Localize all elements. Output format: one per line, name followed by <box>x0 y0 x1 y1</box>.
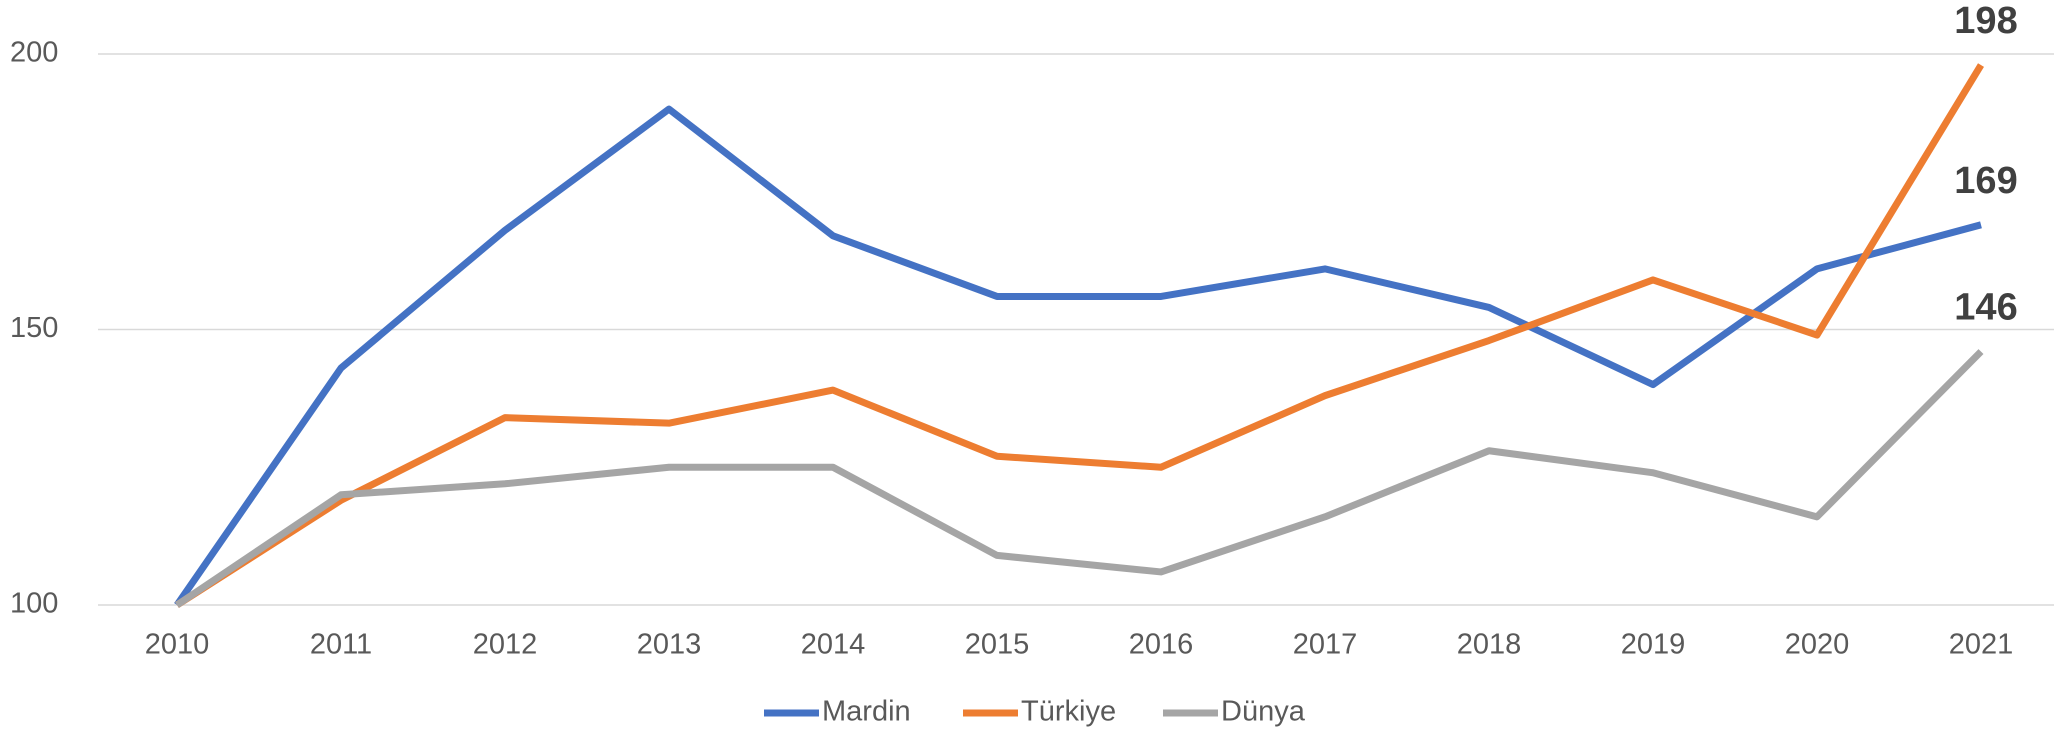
x-tick-label: 2010 <box>145 629 210 661</box>
x-tick-label: 2012 <box>473 629 538 661</box>
series-line <box>175 63 1984 608</box>
data-label: 146 <box>1954 287 2017 329</box>
x-tick-label: 2019 <box>1621 629 1686 661</box>
y-tick-label: 100 <box>10 588 58 620</box>
legend-label: Dünya <box>1221 696 1306 728</box>
series-line <box>175 349 1984 608</box>
series-line <box>174 105 1982 607</box>
x-tick-label: 2017 <box>1293 629 1358 661</box>
x-tick-label: 2021 <box>1949 629 2014 661</box>
x-tick-label: 2014 <box>801 629 866 661</box>
x-tick-label: 2013 <box>637 629 702 661</box>
x-tick-label: 2011 <box>310 629 372 661</box>
x-tick-label: 2016 <box>1129 629 1194 661</box>
x-tick-label: 2020 <box>1785 629 1850 661</box>
legend-label: Türkiye <box>1021 696 1116 728</box>
data-label: 169 <box>1954 160 2017 202</box>
legend-label: Mardin <box>822 696 911 728</box>
data-label: 198 <box>1954 0 2017 42</box>
y-tick-label: 150 <box>10 312 58 344</box>
y-tick-label: 200 <box>10 37 58 69</box>
x-tick-label: 2015 <box>965 629 1030 661</box>
x-tick-label: 2018 <box>1457 629 1522 661</box>
